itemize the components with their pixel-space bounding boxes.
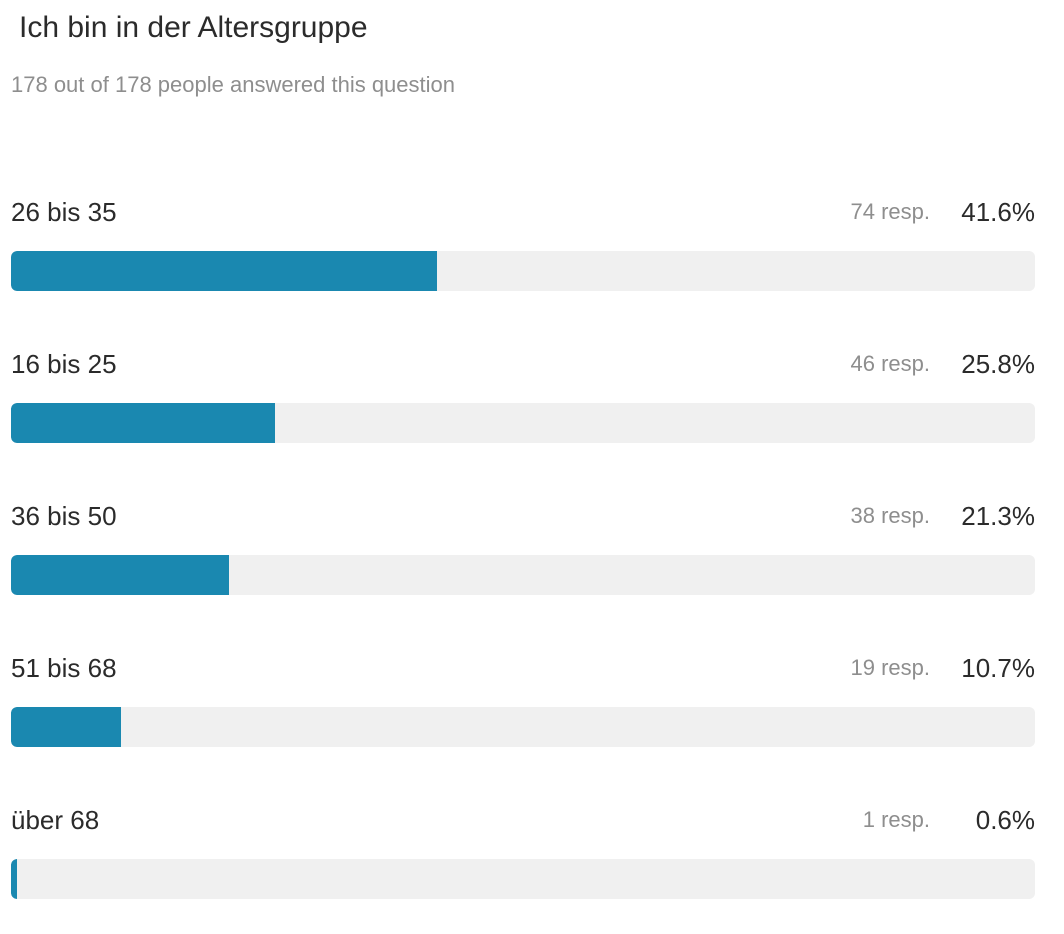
bar-track <box>11 251 1035 291</box>
answer-row: 51 bis 68 19 resp. 10.7% <box>0 651 1064 761</box>
response-count: 1 resp. <box>862 807 930 832</box>
bar-track <box>11 403 1035 443</box>
bar-fill <box>11 555 229 595</box>
question-title: Ich bin in der Altersgruppe <box>19 11 368 44</box>
answer-label: 26 bis 35 <box>11 197 117 227</box>
answer-label: über 68 <box>11 805 100 835</box>
answer-label: 36 bis 50 <box>11 501 117 531</box>
response-count: 74 resp. <box>850 199 931 224</box>
answer-label: 51 bis 68 <box>11 653 117 683</box>
response-percentage: 10.7% <box>961 653 1035 683</box>
answer-row: 16 bis 25 46 resp. 25.8% <box>0 347 1064 457</box>
answer-label: 16 bis 25 <box>11 349 117 379</box>
response-percentage: 0.6% <box>975 805 1035 835</box>
answer-row: 36 bis 50 38 resp. 21.3% <box>0 499 1064 609</box>
response-percentage: 41.6% <box>961 197 1035 227</box>
bar-fill <box>11 251 437 291</box>
bar-track <box>11 707 1035 747</box>
bar-fill <box>11 859 17 899</box>
bar-fill <box>11 403 275 443</box>
response-percentage: 25.8% <box>961 349 1035 379</box>
response-percentage: 21.3% <box>961 501 1035 531</box>
response-summary: 178 out of 178 people answered this ques… <box>11 72 455 97</box>
answer-row: 26 bis 35 74 resp. 41.6% <box>0 195 1064 305</box>
answer-row: über 68 1 resp. 0.6% <box>0 803 1064 913</box>
bar-track <box>11 859 1035 899</box>
bar-fill <box>11 707 121 747</box>
response-count: 19 resp. <box>850 655 931 680</box>
bar-track <box>11 555 1035 595</box>
response-count: 46 resp. <box>850 351 931 376</box>
response-count: 38 resp. <box>850 503 931 528</box>
